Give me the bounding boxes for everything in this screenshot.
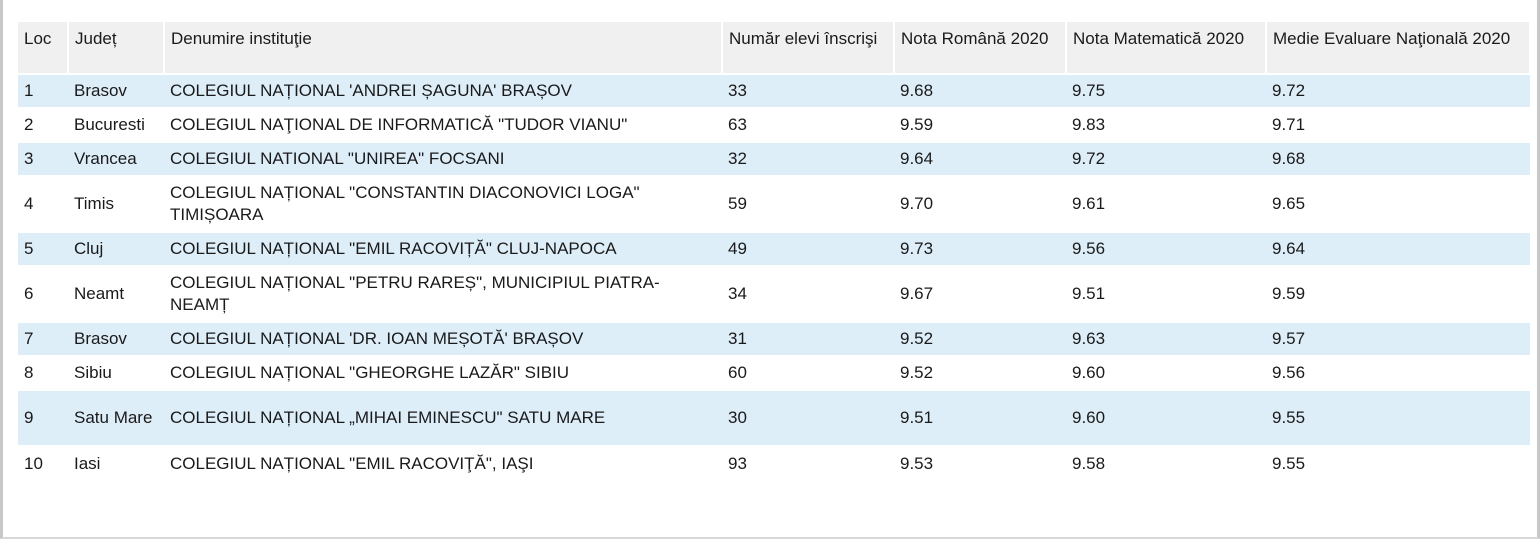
cell-medie: 9.55 [1266, 389, 1530, 446]
cell-medie: 9.64 [1266, 231, 1530, 266]
cell-judet: Brasov [68, 321, 164, 356]
cell-loc: 5 [18, 231, 68, 266]
table-row: 9 Satu Mare COLEGIUL NAȚIONAL „MIHAI EMI… [18, 389, 1530, 446]
table-header-row: Loc Județ Denumire instituţie Număr elev… [18, 22, 1531, 74]
cell-medie: 9.56 [1266, 355, 1530, 390]
cell-denumire: COLEGIUL NAȚIONAL 'ANDREI ȘAGUNA' BRAȘOV [164, 73, 722, 108]
cell-judet: Neamt [68, 265, 164, 322]
cell-romana: 9.68 [894, 73, 1066, 108]
cell-judet: Vrancea [68, 141, 164, 176]
table-row: 6 Neamt COLEGIUL NAȚIONAL "PETRU RAREȘ",… [18, 265, 1530, 322]
cell-elevi: 32 [722, 141, 894, 176]
table-row: 2 Bucuresti COLEGIUL NAŢIONAL DE INFORMA… [18, 107, 1530, 142]
cell-judet: Iasi [68, 445, 164, 480]
table-row: 1 Brasov COLEGIUL NAȚIONAL 'ANDREI ȘAGUN… [18, 73, 1530, 108]
cell-medie: 9.72 [1266, 73, 1530, 108]
cell-denumire: COLEGIUL NAȚIONAL "GHEORGHE LAZĂR" SIBIU [164, 355, 722, 390]
header-medie[interactable]: Medie Evaluare Naţională 2020 [1266, 22, 1531, 74]
cell-denumire: COLEGIUL NATIONAL "UNIREA" FOCSANI [164, 141, 722, 176]
header-judet[interactable]: Județ [68, 22, 165, 74]
cell-medie: 9.71 [1266, 107, 1530, 142]
cell-romana: 9.53 [894, 445, 1066, 480]
cell-matematica: 9.60 [1066, 355, 1266, 390]
table-row: 8 Sibiu COLEGIUL NAȚIONAL "GHEORGHE LAZĂ… [18, 355, 1530, 390]
cell-denumire: COLEGIUL NAȚIONAL „MIHAI EMINESCU" SATU … [164, 389, 722, 446]
cell-denumire: COLEGIUL NAŢIONAL DE INFORMATICĂ "TUDOR … [164, 107, 722, 142]
cell-judet: Bucuresti [68, 107, 164, 142]
cell-medie: 9.65 [1266, 175, 1530, 232]
cell-denumire: COLEGIUL NAȚIONAL "CONSTANTIN DIACONOVIC… [164, 175, 722, 232]
cell-romana: 9.70 [894, 175, 1066, 232]
cell-judet: Brasov [68, 73, 164, 108]
cell-judet: Timis [68, 175, 164, 232]
cell-elevi: 93 [722, 445, 894, 480]
cell-matematica: 9.51 [1066, 265, 1266, 322]
table-row: 7 Brasov COLEGIUL NAȚIONAL 'DR. IOAN MEȘ… [18, 321, 1530, 356]
cell-judet: Sibiu [68, 355, 164, 390]
cell-loc: 10 [18, 445, 68, 480]
cell-denumire: COLEGIUL NAȚIONAL "EMIL RACOVIȚĂ" CLUJ-N… [164, 231, 722, 266]
table-row: 3 Vrancea COLEGIUL NATIONAL "UNIREA" FOC… [18, 141, 1530, 176]
cell-medie: 9.59 [1266, 265, 1530, 322]
header-romana[interactable]: Nota Română 2020 [894, 22, 1067, 74]
cell-denumire: COLEGIUL NAȚIONAL "PETRU RAREȘ", MUNICIP… [164, 265, 722, 322]
header-matematica[interactable]: Nota Matematică 2020 [1066, 22, 1267, 74]
cell-matematica: 9.83 [1066, 107, 1266, 142]
cell-loc: 4 [18, 175, 68, 232]
cell-judet: Cluj [68, 231, 164, 266]
cell-matematica: 9.72 [1066, 141, 1266, 176]
cell-romana: 9.67 [894, 265, 1066, 322]
cell-romana: 9.64 [894, 141, 1066, 176]
cell-loc: 1 [18, 73, 68, 108]
header-loc[interactable]: Loc [18, 22, 69, 74]
cell-loc: 7 [18, 321, 68, 356]
cell-medie: 9.57 [1266, 321, 1530, 356]
cell-elevi: 49 [722, 231, 894, 266]
cell-medie: 9.55 [1266, 445, 1530, 480]
cell-loc: 6 [18, 265, 68, 322]
cell-romana: 9.73 [894, 231, 1066, 266]
cell-loc: 9 [18, 389, 68, 446]
cell-matematica: 9.58 [1066, 445, 1266, 480]
header-elevi[interactable]: Număr elevi înscrişi [722, 22, 895, 74]
cell-elevi: 30 [722, 389, 894, 446]
cell-denumire: COLEGIUL NAȚIONAL 'DR. IOAN MEȘOTĂ' BRAȘ… [164, 321, 722, 356]
cell-elevi: 59 [722, 175, 894, 232]
cell-elevi: 31 [722, 321, 894, 356]
cell-medie: 9.68 [1266, 141, 1530, 176]
cell-matematica: 9.56 [1066, 231, 1266, 266]
cell-romana: 9.52 [894, 355, 1066, 390]
cell-denumire: COLEGIUL NAȚIONAL "EMIL RACOVIŢĂ", IAŞI [164, 445, 722, 480]
ranking-table: Loc Județ Denumire instituţie Număr elev… [18, 22, 1531, 480]
cell-romana: 9.52 [894, 321, 1066, 356]
cell-judet: Satu Mare [68, 389, 164, 446]
cell-matematica: 9.63 [1066, 321, 1266, 356]
cell-elevi: 33 [722, 73, 894, 108]
cell-matematica: 9.75 [1066, 73, 1266, 108]
cell-elevi: 60 [722, 355, 894, 390]
cell-romana: 9.51 [894, 389, 1066, 446]
cell-romana: 9.59 [894, 107, 1066, 142]
table-row: 5 Cluj COLEGIUL NAȚIONAL "EMIL RACOVIȚĂ"… [18, 231, 1530, 266]
cell-matematica: 9.60 [1066, 389, 1266, 446]
cell-loc: 3 [18, 141, 68, 176]
table-row: 4 Timis COLEGIUL NAȚIONAL "CONSTANTIN DI… [18, 175, 1530, 232]
cell-loc: 2 [18, 107, 68, 142]
cell-loc: 8 [18, 355, 68, 390]
header-denumire[interactable]: Denumire instituţie [164, 22, 723, 74]
cell-elevi: 34 [722, 265, 894, 322]
cell-elevi: 63 [722, 107, 894, 142]
cell-matematica: 9.61 [1066, 175, 1266, 232]
table-row: 10 Iasi COLEGIUL NAȚIONAL "EMIL RACOVIŢĂ… [18, 445, 1530, 480]
